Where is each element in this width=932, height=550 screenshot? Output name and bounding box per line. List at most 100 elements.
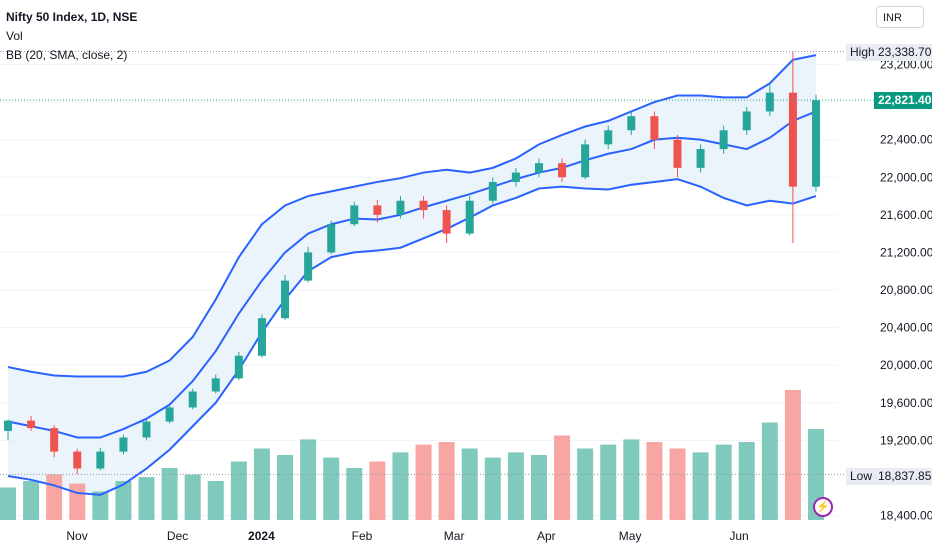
candle-body bbox=[488, 181, 497, 201]
price-tick-label: 19,200.00 bbox=[880, 433, 932, 447]
time-axis[interactable]: Nov Dec 2024 Feb Mar Apr May Jun bbox=[66, 529, 748, 543]
price-tick-label: 23,200.00 bbox=[880, 58, 932, 72]
candle-body bbox=[165, 407, 174, 422]
time-tick-label: May bbox=[619, 529, 642, 543]
volume-bar bbox=[530, 455, 547, 520]
candle-body bbox=[765, 92, 774, 112]
low-label: Low bbox=[846, 468, 877, 485]
currency-button[interactable]: INR bbox=[876, 6, 924, 28]
volume-bar bbox=[323, 457, 340, 520]
price-tick-label: 22,000.00 bbox=[880, 170, 932, 184]
volume-bar bbox=[253, 448, 270, 520]
lightning-icon[interactable]: ⚡ bbox=[813, 497, 833, 517]
volume-bar bbox=[415, 444, 432, 520]
price-tick-label: 20,800.00 bbox=[880, 283, 932, 297]
time-tick-label: 2024 bbox=[248, 529, 275, 543]
chart-legend: Nifty 50 Index, 1D, NSE Vol BB (20, SMA,… bbox=[6, 8, 137, 65]
price-tick-label: 20,000.00 bbox=[880, 358, 932, 372]
candle-body bbox=[142, 421, 151, 438]
candle-body bbox=[396, 200, 405, 215]
volume-bars bbox=[0, 390, 824, 520]
price-tick-label: 21,600.00 bbox=[880, 208, 932, 222]
volume-bar bbox=[692, 452, 709, 520]
bb-basis-line bbox=[7, 110, 817, 439]
candle-body bbox=[696, 149, 705, 168]
candle-body bbox=[27, 420, 36, 429]
candle-body bbox=[304, 252, 313, 281]
candle-body bbox=[327, 224, 336, 253]
price-tick-label: 19,600.00 bbox=[880, 396, 932, 410]
bollinger-band-lines bbox=[7, 54, 817, 496]
legend-bollinger[interactable]: BB (20, SMA, close, 2) bbox=[6, 48, 128, 62]
time-tick-label: Mar bbox=[444, 529, 465, 543]
volume-bar bbox=[115, 481, 132, 520]
candle-body bbox=[257, 318, 266, 356]
volume-bar bbox=[69, 483, 86, 520]
volume-bar bbox=[438, 442, 455, 520]
candle-body bbox=[511, 172, 520, 182]
time-tick-label: Dec bbox=[167, 529, 188, 543]
volume-bar bbox=[207, 481, 224, 520]
candle-body bbox=[788, 92, 797, 187]
candle-body bbox=[119, 437, 128, 452]
volume-bar bbox=[184, 474, 201, 520]
volume-bar bbox=[138, 477, 155, 520]
price-axis[interactable]: 23,200.0022,800.0022,400.0022,000.0021,6… bbox=[880, 58, 932, 523]
candle-body bbox=[812, 100, 820, 187]
volume-bar bbox=[230, 461, 247, 520]
candle-body bbox=[96, 451, 105, 469]
volume-bar bbox=[392, 452, 409, 520]
volume-bar bbox=[277, 455, 294, 520]
volume-bar bbox=[600, 444, 617, 520]
low-value: 18,837.85 bbox=[874, 468, 932, 485]
candle-body bbox=[73, 451, 82, 469]
price-tick-label: 20,400.00 bbox=[880, 321, 932, 335]
legend-symbol[interactable]: Nifty 50 Index, 1D, NSE bbox=[6, 10, 138, 24]
volume-bar bbox=[646, 442, 663, 520]
candle-body bbox=[581, 144, 590, 178]
volume-bar bbox=[92, 491, 109, 520]
volume-bar bbox=[507, 452, 524, 520]
volume-bar bbox=[161, 468, 178, 520]
bollinger-band-fill bbox=[8, 55, 816, 495]
price-tick-label: 21,200.00 bbox=[880, 245, 932, 259]
candle-body bbox=[234, 355, 243, 379]
candle-body bbox=[188, 391, 197, 408]
volume-bar bbox=[23, 481, 40, 520]
volume-bar bbox=[554, 435, 571, 520]
price-tick-label: 18,400.00 bbox=[880, 509, 932, 523]
volume-bar bbox=[369, 461, 386, 520]
volume-bar bbox=[46, 474, 63, 520]
legend-volume[interactable]: Vol bbox=[6, 29, 23, 43]
volume-bar bbox=[0, 487, 16, 520]
time-tick-label: Apr bbox=[537, 529, 556, 543]
volume-bar bbox=[346, 468, 363, 520]
bb-upper-line bbox=[7, 54, 817, 378]
candle-body bbox=[673, 139, 682, 168]
candle-body bbox=[465, 200, 474, 234]
band-area bbox=[8, 55, 816, 495]
high-label: High bbox=[846, 44, 879, 61]
volume-bar bbox=[623, 439, 640, 520]
last-price-tag: 22,821.40 bbox=[874, 92, 932, 109]
volume-bar bbox=[738, 442, 755, 520]
time-tick-label: Jun bbox=[729, 529, 748, 543]
candle-body bbox=[211, 378, 220, 392]
volume-bar bbox=[461, 448, 478, 520]
time-tick-label: Nov bbox=[66, 529, 87, 543]
time-tick-label: Feb bbox=[352, 529, 373, 543]
candle-body bbox=[373, 205, 382, 215]
candle-body bbox=[650, 116, 659, 140]
candle-body bbox=[419, 200, 428, 211]
candle-body bbox=[604, 130, 613, 145]
candle-body bbox=[742, 111, 751, 131]
candle-body bbox=[281, 280, 290, 319]
candle-body bbox=[534, 163, 543, 173]
reference-lines bbox=[0, 50, 874, 475]
volume-bar bbox=[300, 439, 317, 520]
volume-bar bbox=[669, 448, 686, 520]
candle-body bbox=[719, 130, 728, 150]
candle-body bbox=[627, 116, 636, 131]
price-tick-label: 22,400.00 bbox=[880, 133, 932, 147]
